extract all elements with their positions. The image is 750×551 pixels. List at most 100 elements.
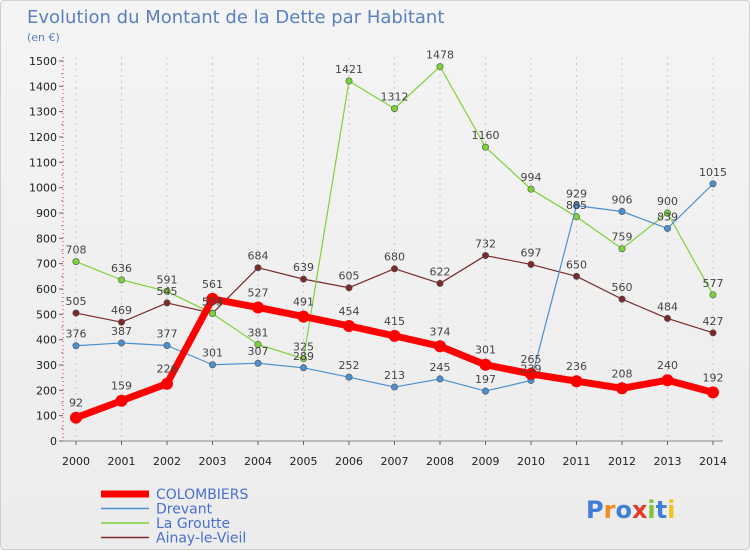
data-point	[70, 411, 82, 424]
y-tick-label: 400	[36, 334, 57, 347]
y-tick-label: 1300	[29, 106, 57, 119]
logo-letter: P	[586, 496, 604, 524]
x-tick-label: 2011	[563, 455, 591, 468]
legend-label: La Groutte	[156, 516, 230, 532]
data-label: 906	[612, 193, 633, 206]
data-label: 415	[384, 315, 405, 328]
data-point	[525, 367, 537, 380]
y-tick-label: 1200	[29, 131, 57, 144]
data-label: 560	[612, 281, 633, 294]
logo-letter: i	[647, 496, 655, 524]
data-point	[570, 375, 583, 388]
data-point	[118, 318, 126, 326]
x-tick-label: 2004	[244, 455, 272, 468]
data-point	[388, 329, 401, 342]
data-point	[345, 373, 353, 381]
data-point	[297, 310, 310, 323]
proxiti-logo: Proxiti	[586, 496, 675, 524]
y-tick-label: 600	[36, 283, 57, 296]
y-tick-label: 800	[36, 232, 57, 245]
data-point	[618, 207, 626, 215]
data-point	[436, 63, 444, 71]
data-point	[707, 386, 719, 399]
x-tick-label: 2008	[426, 455, 454, 468]
x-tick-label: 2000	[62, 455, 90, 468]
x-tick-label: 2003	[199, 455, 227, 468]
data-point	[663, 209, 671, 217]
data-point	[481, 387, 489, 395]
y-tick-label: 200	[36, 384, 57, 397]
data-point	[436, 279, 444, 287]
data-point	[390, 383, 398, 391]
data-label: 159	[111, 380, 132, 393]
data-point	[72, 258, 80, 266]
data-point	[118, 339, 126, 347]
data-label: 929	[566, 188, 587, 201]
data-point	[663, 314, 671, 322]
data-label: 469	[111, 304, 132, 317]
data-point	[527, 185, 535, 193]
data-label: 504	[202, 295, 223, 308]
data-label: 545	[157, 285, 178, 298]
data-point	[163, 341, 171, 349]
x-tick-label: 2013	[654, 455, 682, 468]
data-point	[709, 180, 717, 188]
data-point	[72, 309, 80, 317]
data-point	[345, 284, 353, 292]
data-label: 307	[248, 345, 269, 358]
data-label: 994	[521, 171, 542, 184]
data-label: 239	[521, 362, 542, 375]
x-tick-label: 2002	[153, 455, 181, 468]
data-point	[345, 77, 353, 85]
data-label: 680	[384, 251, 405, 264]
data-label: 265	[521, 353, 542, 366]
data-point	[527, 260, 535, 268]
data-label: 839	[657, 210, 678, 223]
data-point	[161, 377, 173, 390]
data-point	[163, 299, 171, 307]
data-point	[163, 287, 171, 295]
data-label: 289	[293, 350, 314, 363]
data-label: 527	[248, 286, 269, 299]
data-label: 900	[657, 195, 678, 208]
y-tick-label: 300	[36, 359, 57, 372]
data-label: 236	[566, 360, 587, 373]
data-label: 213	[384, 369, 405, 382]
y-tick-label: 500	[36, 308, 57, 321]
data-label: 381	[248, 326, 269, 339]
data-label: 491	[293, 296, 314, 309]
legend-label: Drevant	[156, 502, 213, 518]
data-label: 684	[248, 250, 269, 263]
data-label: 622	[430, 265, 451, 278]
data-point	[616, 382, 628, 395]
data-point	[254, 264, 262, 272]
data-point	[72, 342, 80, 350]
y-tick-label: 700	[36, 258, 57, 271]
data-label: 484	[657, 300, 678, 313]
data-label: 376	[66, 328, 87, 341]
data-labels: 92 159 226 561 527 491 454 415 374 301 265 236 208 24…	[66, 49, 728, 410]
x-tick-label: 2001	[108, 455, 136, 468]
x-tick-label: 2010	[517, 455, 545, 468]
brand-logo: Proxiti	[586, 496, 675, 524]
x-tick-label: 2005	[290, 455, 318, 468]
data-label: 759	[612, 231, 633, 244]
data-point	[481, 252, 489, 260]
data-point	[209, 361, 217, 369]
y-tick-label: 1400	[29, 80, 57, 93]
data-label: 245	[430, 361, 451, 374]
y-tick-label: 0	[50, 435, 57, 448]
data-label: 197	[475, 373, 496, 386]
data-point	[436, 375, 444, 383]
data-point	[206, 292, 219, 305]
logo-letter: o	[615, 496, 632, 524]
logo-letter: x	[632, 496, 648, 524]
data-point	[299, 364, 307, 372]
data-label: 192	[703, 371, 724, 384]
logo-letter: t	[656, 496, 667, 524]
data-point	[209, 310, 217, 318]
data-label: 252	[339, 359, 360, 372]
data-label: 591	[157, 273, 178, 286]
data-point	[254, 340, 262, 348]
